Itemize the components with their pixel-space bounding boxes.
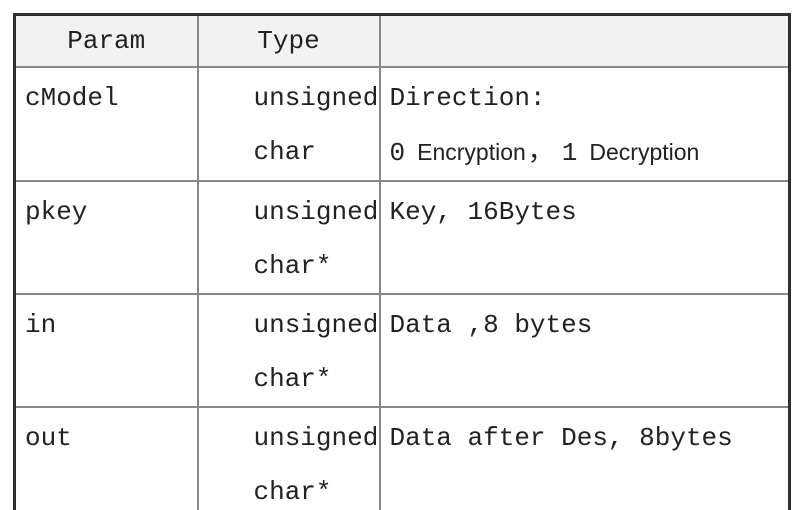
type-line-1: unsigned — [253, 309, 379, 340]
param-cell: in — [13, 292, 199, 408]
header-cell-type: Type — [196, 13, 381, 68]
table-row-pkey: pkey unsigned char* Key, 16Bytes — [13, 179, 791, 295]
header-cell-desc — [378, 13, 791, 68]
type-line-2: char* — [253, 250, 332, 281]
desc-cell: Key, 16Bytes — [378, 179, 791, 295]
desc-line-1: Direction: — [389, 82, 546, 113]
encryption-value: 0 — [389, 137, 406, 168]
desc-line-1: Key, 16Bytes — [389, 196, 577, 227]
desc-line-1: Data after Des, 8bytes — [389, 422, 733, 453]
type-cell: unsigned char* — [196, 179, 381, 295]
desc-line-2: 0 Encryption， 1 Decryption — [389, 125, 788, 179]
param-name: cModel — [25, 82, 119, 113]
type-line-2: char — [253, 136, 316, 167]
param-name: in — [25, 309, 57, 340]
desc-cell: Direction: 0 Encryption， 1 Decryption — [378, 65, 791, 182]
param-name: pkey — [25, 196, 88, 227]
encryption-label: Encryption — [417, 138, 526, 165]
desc-line-1: Data ,8 bytes — [389, 309, 593, 340]
type-line-2: char* — [253, 476, 332, 507]
type-cell: unsigned char* — [196, 292, 381, 408]
type-line-1: unsigned — [253, 82, 379, 113]
type-cell: unsigned char — [196, 65, 381, 182]
header-row: Param Type — [13, 13, 791, 68]
param-cell: out — [13, 405, 199, 510]
type-line-1: unsigned — [253, 196, 379, 227]
param-cell: cModel — [13, 65, 199, 182]
param-table: Param Type cModel unsigned char Directio… — [13, 13, 791, 510]
param-name: out — [25, 422, 72, 453]
table-row-out: out unsigned char* Data after Des, 8byte… — [13, 405, 791, 510]
type-line-2: char* — [253, 363, 332, 394]
decryption-value: 1 — [561, 137, 578, 168]
decryption-label: Decryption — [589, 138, 700, 165]
header-cell-param: Param — [13, 13, 199, 68]
type-line-1: unsigned — [253, 422, 379, 453]
fullwidth-comma: ， — [527, 137, 554, 168]
table-row-in: in unsigned char* Data ,8 bytes — [13, 292, 791, 408]
desc-cell: Data ,8 bytes — [378, 292, 791, 408]
type-cell: unsigned char* — [196, 405, 381, 510]
table-row-cmodel: cModel unsigned char Direction: 0 Encrypt… — [13, 65, 791, 182]
desc-cell: Data after Des, 8bytes — [378, 405, 791, 510]
param-cell: pkey — [13, 179, 199, 295]
